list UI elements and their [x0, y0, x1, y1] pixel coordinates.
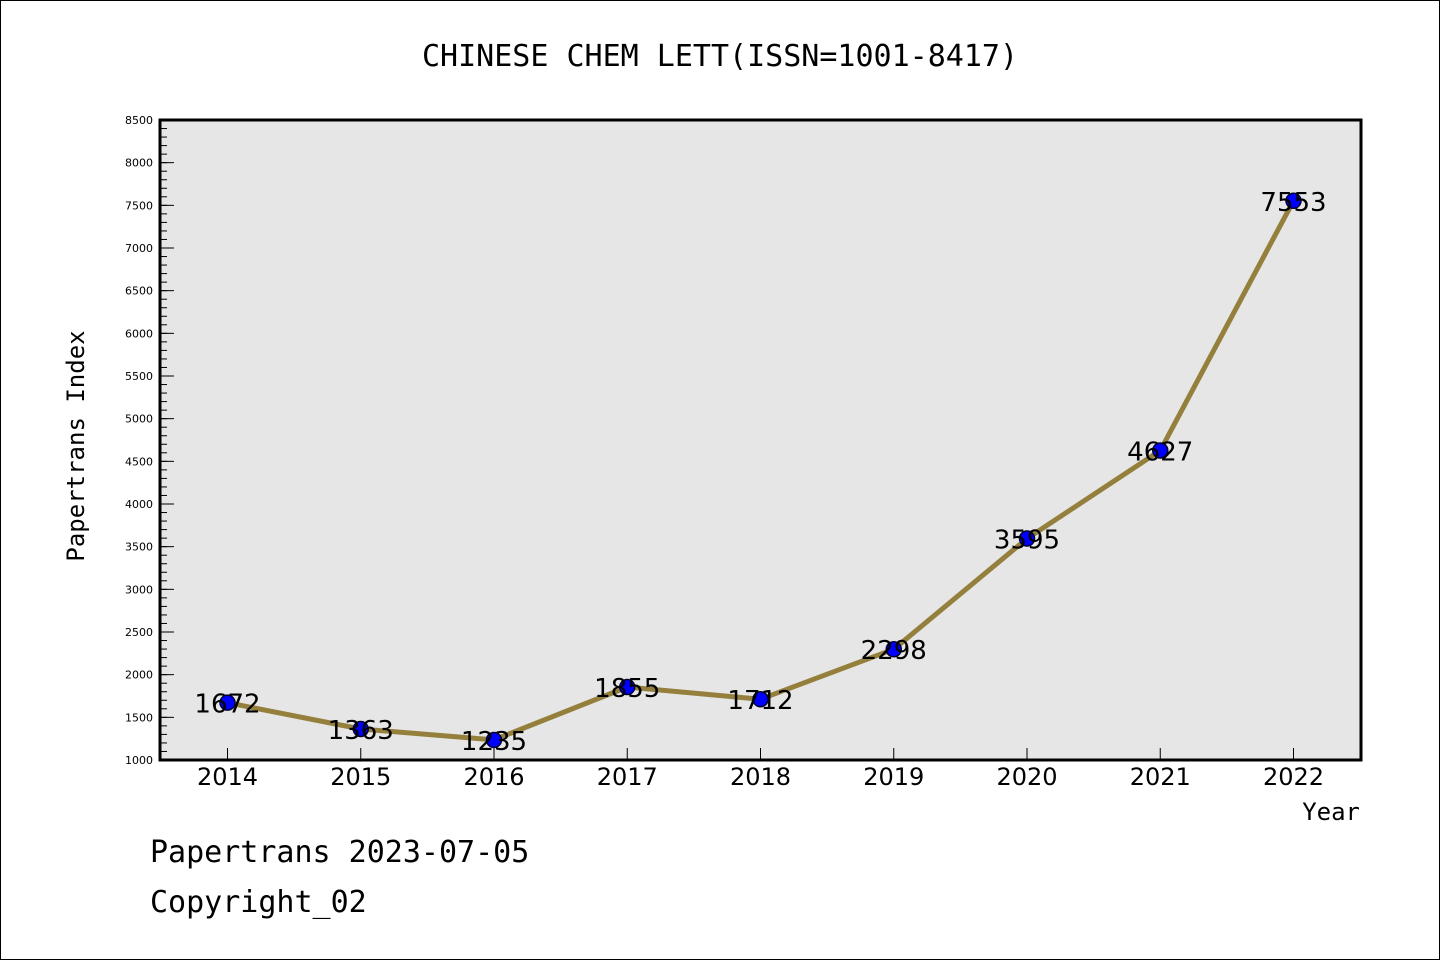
y-axis-ticks: 1000 1500 2000 2500 3000 3500 4000 4500 5000 5500…	[125, 114, 174, 767]
data-point-marker	[885, 640, 902, 658]
data-point-marker	[1152, 442, 1169, 459]
x-tick-label: 2021	[1130, 763, 1191, 791]
data-point-marker	[352, 720, 369, 738]
data-label: 2298	[861, 636, 927, 666]
plot-border	[158, 118, 1363, 762]
y-tick-label: 5000	[125, 413, 153, 426]
y-tick-label: 1000	[125, 754, 153, 767]
plot-area	[160, 120, 1361, 760]
data-point-marker	[619, 678, 636, 696]
x-tick-label: 2022	[1263, 763, 1324, 791]
y-axis-title: Papertrans Index	[62, 330, 90, 561]
x-axis-ticks: 2014 2015 2016 2017 2018 2019 2020 2021 2022	[197, 748, 1324, 791]
y-tick-label: 7500	[125, 199, 153, 212]
data-labels: 1672 1363 1235 1855 1712 2298 3595 4627 7553	[194, 188, 1326, 757]
y-tick-label: 6500	[125, 285, 153, 298]
y-tick-label: 3500	[125, 541, 153, 554]
x-tick-label: 2017	[597, 763, 658, 791]
y-tick-label: 8000	[125, 157, 153, 170]
x-tick-label: 2015	[330, 763, 391, 791]
x-tick-label: 2018	[730, 763, 791, 791]
y-tick-label: 6000	[125, 327, 153, 340]
data-point-marker	[1285, 192, 1302, 210]
data-label: 4627	[1127, 437, 1193, 467]
data-label: 1235	[461, 727, 527, 757]
x-tick-label: 2014	[197, 763, 258, 791]
y-tick-label: 2000	[125, 669, 153, 682]
data-point-marker	[1018, 530, 1036, 547]
data-label: 1712	[727, 686, 793, 716]
data-point-marker	[219, 694, 236, 711]
y-tick-label: 4500	[125, 455, 153, 468]
y-tick-label: 3000	[125, 583, 153, 596]
y-tick-label: 7000	[125, 242, 153, 255]
x-tick-label: 2020	[996, 763, 1057, 791]
y-tick-label: 1500	[125, 711, 153, 724]
footer-copyright: Copyright_02	[150, 885, 367, 920]
x-tick-label: 2019	[863, 763, 924, 791]
data-label: 3595	[994, 526, 1060, 556]
footer-source-date: Papertrans 2023-07-05	[150, 835, 530, 870]
y-tick-label: 4000	[125, 498, 153, 511]
y-tick-label: 2500	[125, 626, 153, 639]
y-tick-label: 5500	[125, 370, 153, 383]
data-label: 7553	[1260, 188, 1326, 218]
data-label: 1672	[194, 690, 260, 720]
y-tick-label: 8500	[125, 114, 153, 127]
data-markers	[219, 192, 1302, 749]
chart-title: CHINESE CHEM LETT(ISSN=1001-8417)	[422, 39, 1018, 74]
data-point-marker	[752, 690, 769, 708]
x-tick-label: 2016	[463, 763, 524, 791]
data-label: 1363	[328, 716, 394, 746]
x-axis-title: Year	[1302, 798, 1360, 826]
data-label: 1855	[594, 674, 660, 704]
data-point-marker	[485, 731, 503, 749]
